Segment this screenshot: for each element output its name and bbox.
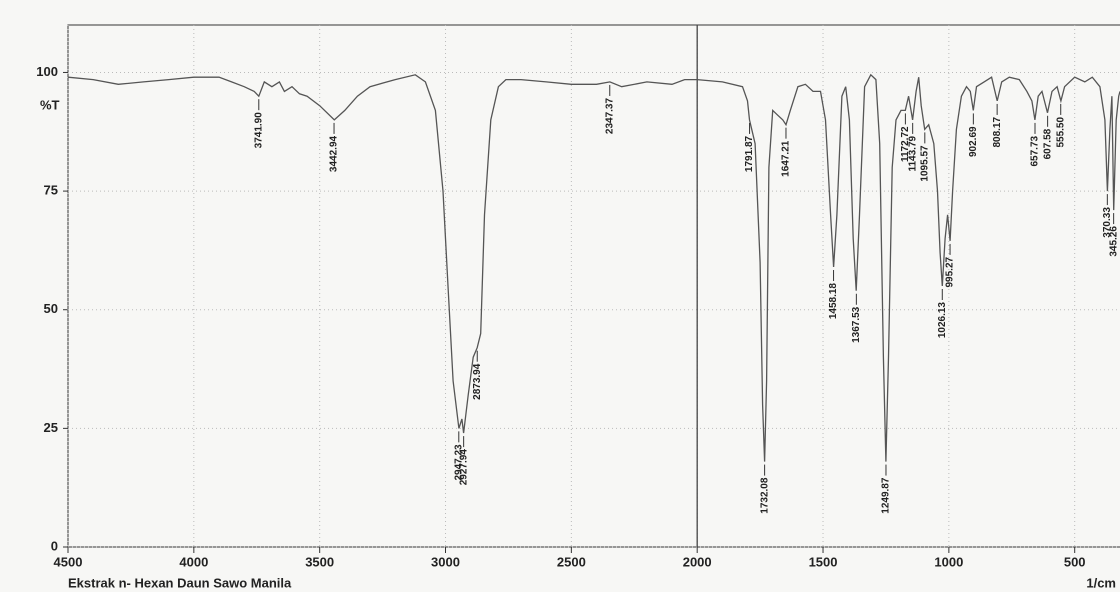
peak-label: 1791.87 bbox=[744, 135, 755, 172]
y-tick-label: 100 bbox=[36, 64, 58, 79]
y-tick-label: 0 bbox=[51, 538, 58, 553]
x-tick-label: 2500 bbox=[557, 554, 586, 569]
peak-label: 1026.13 bbox=[937, 302, 948, 339]
y-axis-label: %T bbox=[40, 97, 60, 112]
y-tick-label: 50 bbox=[44, 301, 58, 316]
peak-label: 370.33 bbox=[1102, 207, 1113, 238]
peak-label: 1647.21 bbox=[781, 140, 792, 177]
x-tick-label: 3500 bbox=[305, 554, 334, 569]
peak-label: 1172.72 bbox=[900, 126, 911, 162]
peak-label: 1458.18 bbox=[828, 283, 839, 320]
spectrum-line bbox=[67, 73, 1120, 462]
x-tick-label: 4000 bbox=[179, 554, 208, 569]
peak-label: 3442.94 bbox=[329, 135, 340, 172]
x-tick-label: 500 bbox=[1064, 554, 1086, 569]
peak-label: 657.73 bbox=[1030, 135, 1041, 166]
x-tick-label: 2000 bbox=[683, 554, 712, 569]
sample-name: Ekstrak n- Hexan Daun Sawo Manila bbox=[68, 575, 292, 590]
peak-label: 3741.90 bbox=[253, 112, 264, 149]
x-tick-label: 3000 bbox=[431, 554, 460, 569]
peak-label: 2947.23 bbox=[453, 444, 464, 481]
peak-label: 1367.53 bbox=[851, 306, 862, 343]
peak-label: 1095.57 bbox=[919, 145, 930, 182]
y-tick-label: 25 bbox=[44, 420, 58, 435]
peak-label: 2347.37 bbox=[604, 98, 615, 135]
peak-label: 1732.08 bbox=[759, 477, 770, 514]
peak-label: 808.17 bbox=[992, 116, 1003, 147]
peak-label: 345.26 bbox=[1108, 226, 1119, 257]
x-tick-label: 1000 bbox=[934, 554, 963, 569]
peak-label: 2873.94 bbox=[472, 363, 483, 400]
peak-label: 1143.79 bbox=[907, 135, 918, 171]
peak-label: 995.27 bbox=[945, 256, 956, 287]
x-tick-label: 4500 bbox=[54, 554, 83, 569]
x-tick-label: 1500 bbox=[809, 554, 838, 569]
peak-label: 902.69 bbox=[968, 126, 979, 157]
peak-label: 1249.87 bbox=[881, 477, 892, 514]
y-tick-label: 75 bbox=[44, 183, 58, 198]
x-axis-label: 1/cm bbox=[1086, 575, 1116, 590]
peak-label: 607.58 bbox=[1042, 128, 1053, 159]
peak-label: 2927.94 bbox=[458, 449, 469, 486]
peak-label: 555.50 bbox=[1055, 116, 1066, 147]
plot-frame bbox=[67, 24, 1120, 548]
